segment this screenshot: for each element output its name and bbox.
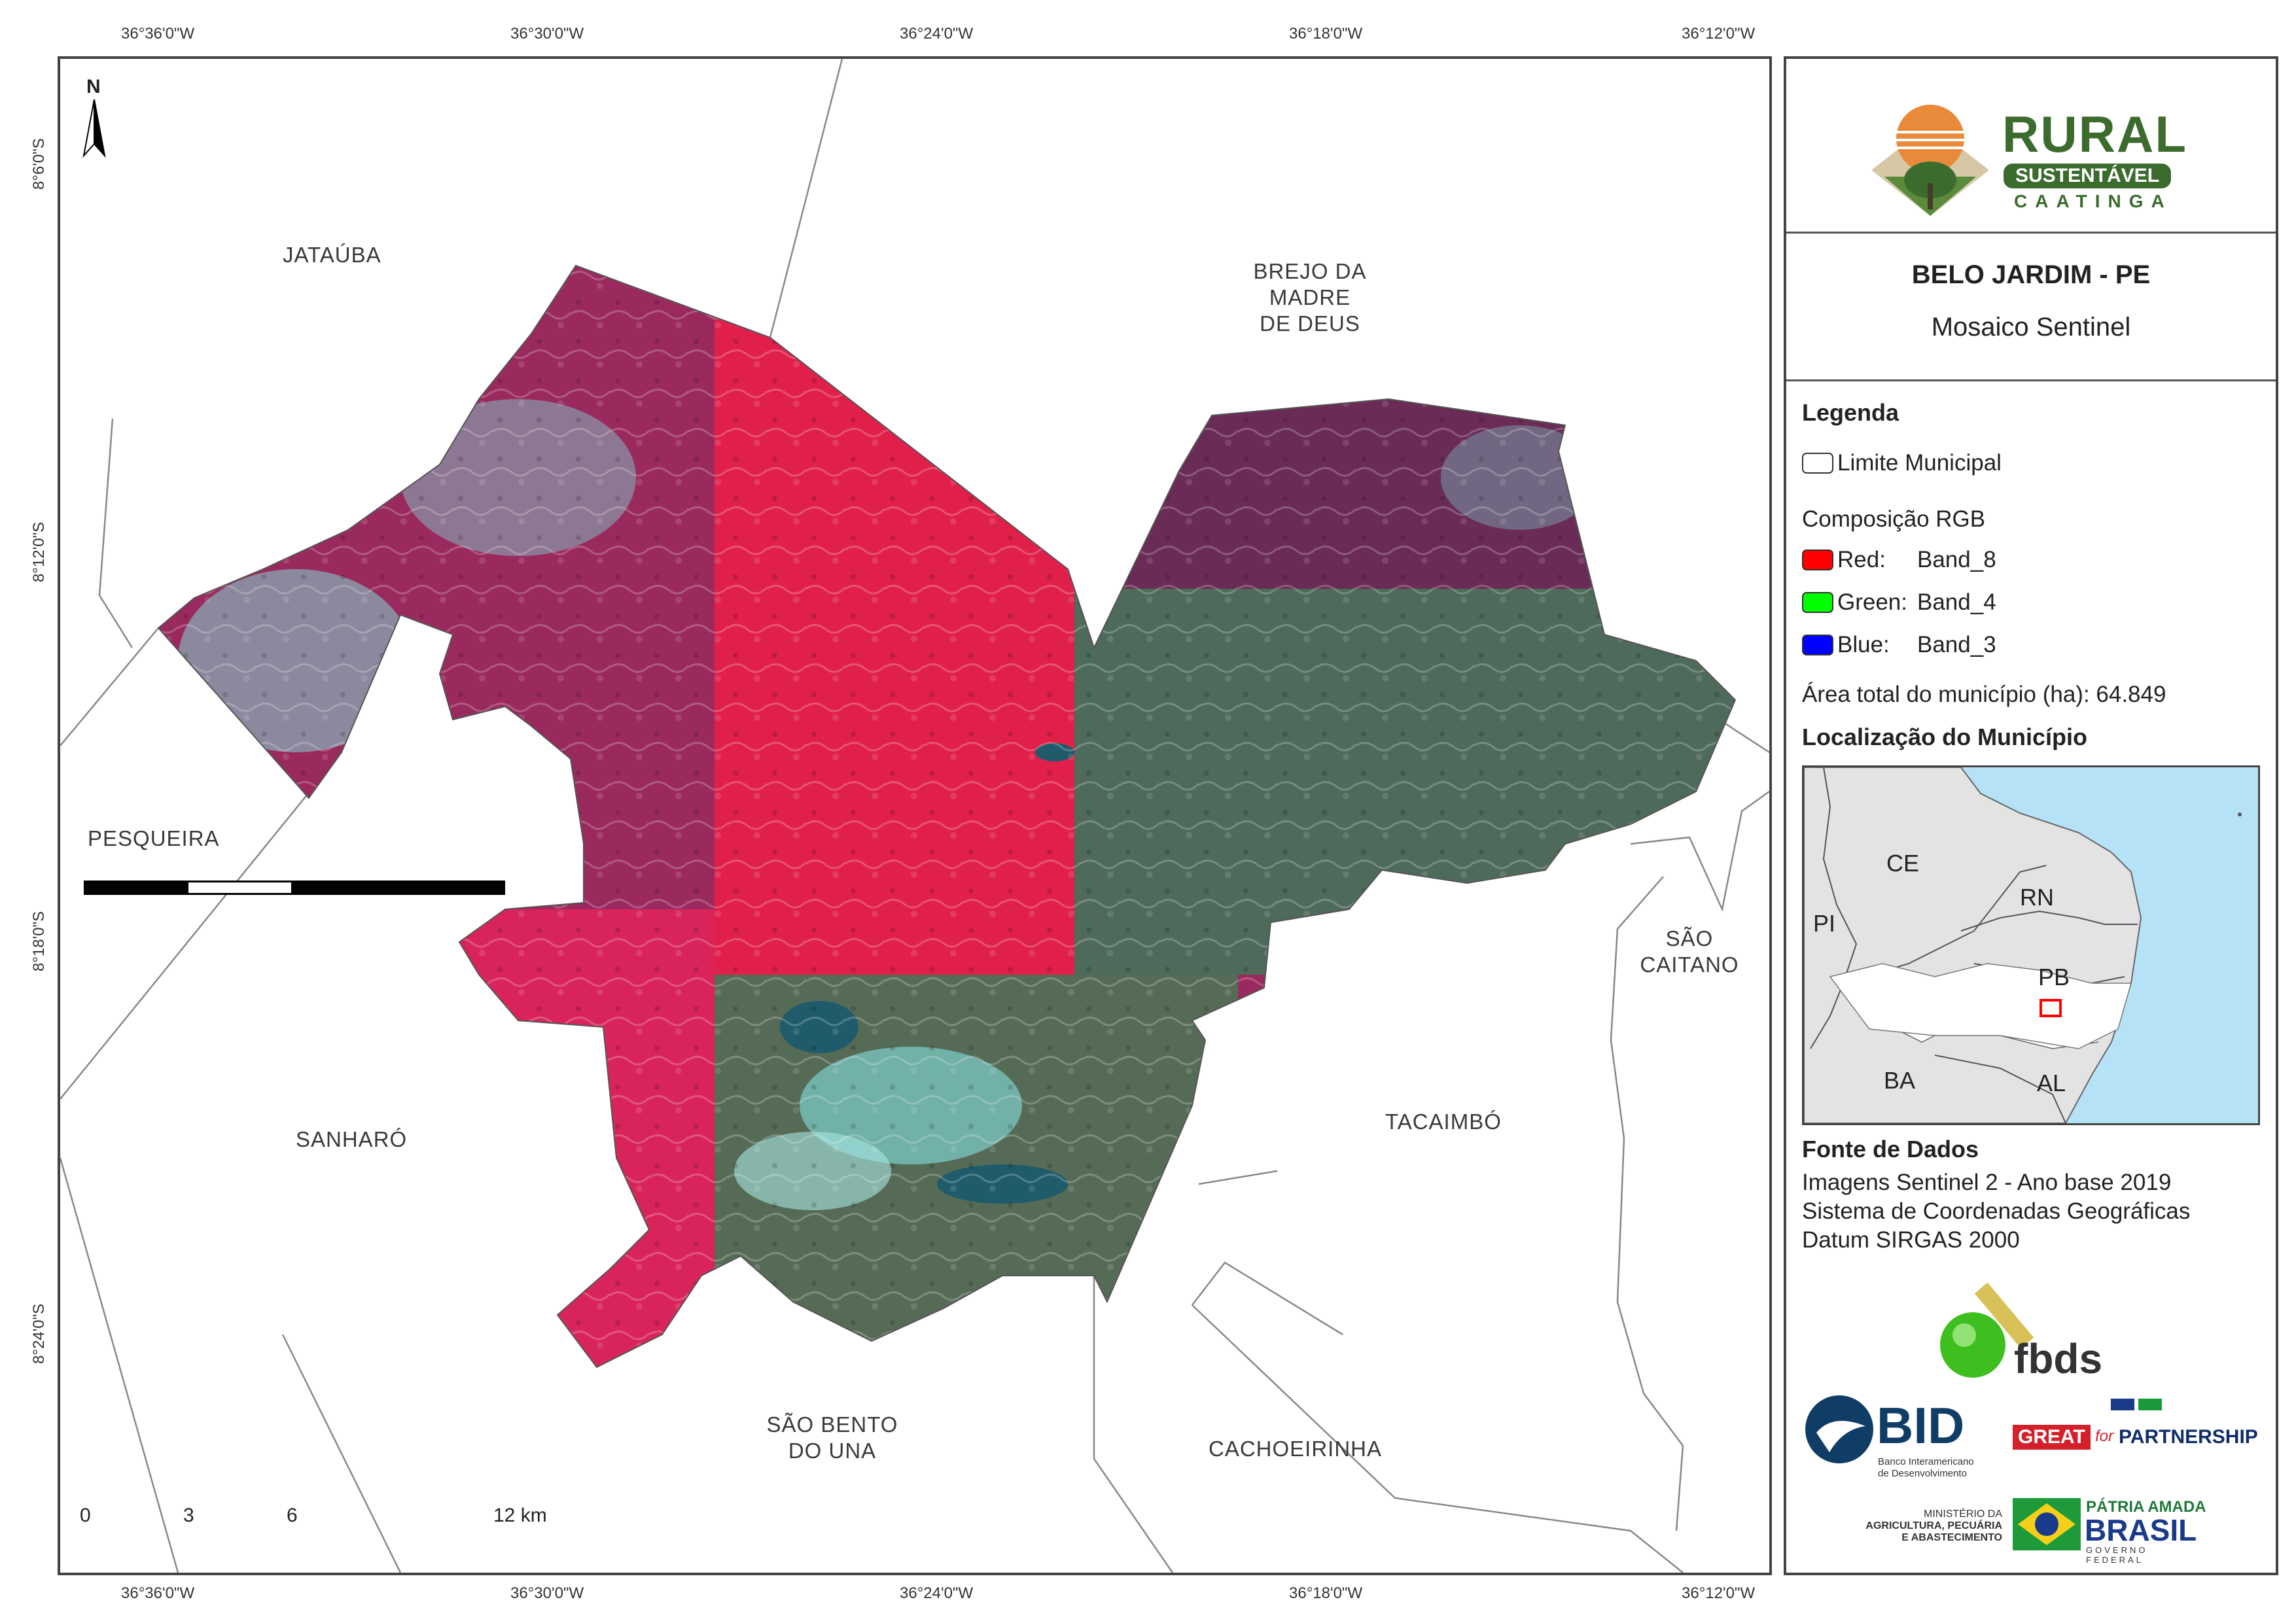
sources-heading: Fonte de Dados [1802, 1136, 1979, 1162]
label-sanharo: SANHARÓ [296, 1127, 408, 1151]
source-line-2: Sistema de Coordenadas Geográficas [1802, 1198, 2191, 1224]
bid-sub-2: de Desenvolvimento [1878, 1468, 1967, 1479]
green-swatch [1802, 592, 1833, 613]
ministerio-line-1: MINISTÉRIO DA [1923, 1509, 2002, 1520]
label-tacaimbo: TACAIMBÓ [1385, 1109, 1502, 1134]
map-title: BELO JARDIM - PE [1911, 260, 2151, 289]
fbds-logo: fbds [1937, 1273, 2107, 1384]
bid-emblem-icon [1805, 1395, 1873, 1463]
legend-limit: Limite Municipal [1837, 450, 2002, 476]
legend-blue-label: Blue: [1837, 632, 1890, 657]
great-partnership-logo: GREAT for PARTNERSHIP [2013, 1399, 2268, 1471]
graticule-top-1: 36°36'0"W [121, 25, 195, 43]
brasil-text: BRASIL [2085, 1513, 2197, 1547]
legend-heading: Legenda [1802, 399, 1899, 426]
inset-map-canvas [1804, 767, 2242, 1123]
sentinel-mosaic [158, 266, 1735, 1367]
partnership-text: PARTNERSHIP [2119, 1426, 2258, 1448]
state-pi: PI [1813, 910, 1836, 937]
north-label: N [86, 76, 101, 97]
governo-text: GOVERNO FEDERAL [2086, 1545, 2148, 1565]
fbds-text: fbds [2014, 1335, 2103, 1382]
location-inset-map: CE RN PI PB BA AL [1802, 765, 2260, 1125]
state-ba: BA [1884, 1067, 1916, 1094]
brasil-logo: PÁTRIA AMADA BRASIL GOVERNO FEDERAL [2013, 1498, 2209, 1565]
legend-red-label: Red: [1837, 547, 1886, 572]
fbds-emblem-icon [1940, 1282, 2034, 1378]
label-sao-bento: SÃO BENTO DO UNA [766, 1412, 898, 1463]
graticule-top-4: 36°18'0"W [1289, 25, 1363, 43]
graticule-bottom-2: 36°30'0"W [510, 1584, 584, 1602]
scale-label-0: 0 [80, 1505, 91, 1526]
ministerio-line-2: AGRICULTURA, PECUÁRIA [1865, 1520, 2002, 1531]
graticule-left-1: 8°6'0"S [30, 138, 48, 190]
legend-rgb-heading: Composição RGB [1802, 506, 1986, 532]
map-frame[interactable]: N JATAÚBA BREJO DA MADRE DE DEUS PESQUEI… [58, 56, 1772, 1575]
state-ce: CE [1886, 850, 1920, 877]
ministerio-line-3: E ABASTECIMENTO [1901, 1532, 2002, 1543]
logo-emblem-icon [1871, 105, 1989, 216]
legend-green-label: Green: [1837, 589, 1907, 615]
municipal-boundary [157, 264, 1737, 1369]
logo-rural: RURAL [2002, 105, 2187, 163]
logo-caatinga: CAATINGA [2014, 191, 2172, 211]
limit-swatch [1802, 453, 1833, 474]
neighbor-boundaries [60, 59, 1769, 1573]
scale-label-6: 6 [287, 1505, 298, 1526]
legend-area: Área total do município (ha): 64.849 [1802, 682, 2166, 707]
graticule-left-3: 8°18'0"S [30, 911, 48, 971]
graticule-bottom-3: 36°24'0"W [900, 1584, 974, 1602]
state-pb: PB [2038, 964, 2070, 990]
scale-label-12: 12 km [493, 1505, 547, 1526]
map-subtitle: Mosaico Sentinel [1931, 313, 2131, 341]
great-text: GREAT [2013, 1425, 2091, 1450]
divider [1786, 379, 2276, 381]
label-brejo: BREJO DA MADRE DE DEUS [1253, 259, 1367, 336]
legend-panel: RURAL SUSTENTÁVEL CAATINGA BELO JARDIM -… [1784, 56, 2278, 1575]
bid-text: BID [1877, 1397, 1965, 1454]
state-rn: RN [2020, 884, 2054, 911]
divider [1786, 232, 2276, 234]
red-swatch [1802, 550, 1833, 570]
source-line-3: Datum SIRGAS 2000 [1802, 1227, 2020, 1253]
blue-swatch [1802, 635, 1833, 655]
brasil-flag-icon [2013, 1498, 2081, 1550]
logo-sustentavel: SUSTENTÁVEL [2004, 164, 2172, 188]
for-text: for [2095, 1427, 2114, 1445]
graticule-left-4: 8°24'0"S [30, 1303, 48, 1364]
label-cachoeirinha: CACHOEIRINHA [1209, 1437, 1383, 1461]
label-jatauba: JATAÚBA [283, 243, 381, 267]
legend-blue-band: Band_3 [1917, 632, 1996, 657]
scale-label-3: 3 [183, 1505, 194, 1526]
bid-sub-1: Banco Interamericano [1878, 1456, 1974, 1467]
rural-sustentavel-logo: RURAL SUSTENTÁVEL CAATINGA [1865, 92, 2218, 222]
map-canvas [60, 59, 1769, 1573]
graticule-top-2: 36°30'0"W [510, 25, 584, 43]
graticule-bottom-4: 36°18'0"W [1289, 1584, 1363, 1602]
graticule-bottom-1: 36°36'0"W [121, 1584, 195, 1602]
patria-text: PÁTRIA AMADA [2086, 1498, 2206, 1516]
label-pesqueira: PESQUEIRA [88, 826, 220, 850]
label-sao-caitano: SÃO CAITANO [1640, 926, 1739, 977]
legend-red-band: Band_8 [1917, 547, 1996, 572]
legend-green-band: Band_4 [1917, 589, 1996, 615]
graticule-left-2: 8°12'0"S [30, 521, 48, 582]
north-arrow-icon [82, 99, 106, 158]
state-al: AL [2037, 1070, 2066, 1096]
bid-logo: BID Banco Interamericano de Desenvolvime… [1803, 1393, 2013, 1485]
graticule-top-3: 36°24'0"W [900, 25, 974, 43]
flags-icon [2111, 1399, 2163, 1410]
source-line-1: Imagens Sentinel 2 - Ano base 2019 [1802, 1170, 2172, 1195]
graticule-top-5: 36°12'0"W [1682, 25, 1756, 43]
ministerio-logo: MINISTÉRIO DA AGRICULTURA, PECUÁRIA E AB… [1826, 1509, 2002, 1561]
scale-bar [84, 881, 505, 895]
location-heading: Localização do Município [1802, 724, 2088, 750]
graticule-bottom-5: 36°12'0"W [1682, 1584, 1756, 1602]
